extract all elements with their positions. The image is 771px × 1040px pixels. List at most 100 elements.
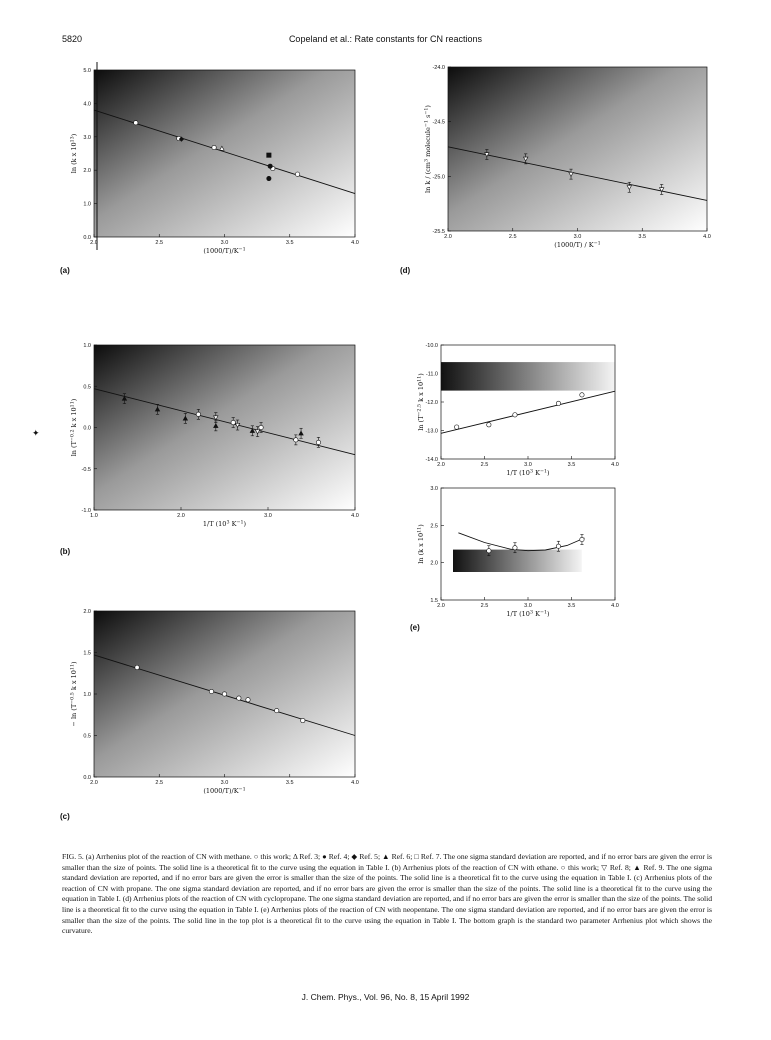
x-tick-label: 3.0 xyxy=(574,234,582,240)
data-point-open-circle xyxy=(134,664,140,670)
plot-area xyxy=(448,67,707,231)
data-point-open-triangle xyxy=(219,145,225,151)
page-number: 5820 xyxy=(62,34,83,44)
plot-area xyxy=(94,70,355,237)
fit-line xyxy=(447,146,708,201)
data-point-open-circle xyxy=(579,392,585,398)
x-tick-label: 2.5 xyxy=(155,780,163,786)
data-point-open-circle xyxy=(512,545,518,551)
data-point-open-inverted-triangle xyxy=(484,152,490,158)
x-tick-label: 3.0 xyxy=(221,780,229,786)
data-point-open-circle xyxy=(211,144,217,150)
y-tick-label: -11.0 xyxy=(426,372,438,378)
data-point-open-circle xyxy=(555,543,561,549)
data-point-open-inverted-triangle xyxy=(658,187,665,193)
chart-d: 2.0 2.5 3.0 3.5 4.0 -25.5 -25.0 -24.5 -24.0 (1000… xyxy=(424,65,711,249)
y-axis-label: − ln (T−0.5 k x 1011) xyxy=(70,661,79,727)
data-point-filled-triangle xyxy=(121,395,128,401)
data-point-open-circle xyxy=(555,400,561,406)
y-tick-label: -25.5 xyxy=(432,229,445,235)
data-point-open-circle xyxy=(133,120,139,126)
x-tick-label: 4.0 xyxy=(703,234,711,240)
y-axis-label: ln (T−0.2 k x 1011) xyxy=(70,398,79,456)
stray-mark: ✦ xyxy=(32,428,40,438)
data-point-open-circle xyxy=(512,412,518,418)
fit-line xyxy=(440,390,616,434)
x-tick-label: 4.0 xyxy=(351,513,359,519)
x-tick-label: 2.5 xyxy=(155,240,163,246)
chart-e1: 2.0 2.5 3.0 3.5 4.0 -14.0 -13.0 -12.0 -11.0 -10.0… xyxy=(417,343,619,477)
x-axis-label: 1/T (103 K−1) xyxy=(506,610,550,619)
data-point-filled-triangle xyxy=(154,406,161,412)
data-point-open-circle xyxy=(258,424,264,430)
panel-label-b: (b) xyxy=(60,547,71,556)
data-point-filled-circle xyxy=(267,163,273,169)
data-point-open-circle xyxy=(245,697,251,703)
x-axis-label: 1/T (103 K−1) xyxy=(203,520,247,529)
x-tick-label: 3.0 xyxy=(221,240,229,246)
chart-b: 1.0 2.0 3.0 4.0 -1.0 -0.5 0.0 0.5 1.0 1/T (103 K−… xyxy=(70,343,359,528)
x-tick-label: 2.0 xyxy=(437,603,445,609)
data-point-filled-diamond xyxy=(178,136,185,142)
panel-label-e: (e) xyxy=(410,623,420,632)
x-tick-label: 2.0 xyxy=(437,462,445,468)
y-tick-label: 0.0 xyxy=(83,775,91,781)
y-tick-label: -10.0 xyxy=(425,343,438,349)
x-axis-label: (1000/T)/K−1 xyxy=(203,787,245,796)
y-tick-label: 0.0 xyxy=(83,235,91,241)
panel-label-c: (c) xyxy=(60,812,70,821)
data-point-open-circle xyxy=(486,422,492,428)
data-point-open-circle xyxy=(486,548,492,554)
x-tick-label: 3.5 xyxy=(286,780,294,786)
y-tick-label: -24.5 xyxy=(432,120,445,126)
figure-caption: FIG. 5. (a) Arrhenius plot of the reacti… xyxy=(62,852,713,936)
data-point-open-circle xyxy=(274,708,280,714)
plot-area xyxy=(94,345,355,510)
x-tick-label: 3.5 xyxy=(568,603,576,609)
x-tick-label: 3.5 xyxy=(638,234,646,240)
y-tick-label: 0.5 xyxy=(83,384,91,390)
data-point-filled-circle xyxy=(266,176,272,182)
chart-c: 2.0 2.5 3.0 3.5 4.0 0.0 0.5 1.0 1.5 2.0 (1000/T)/K… xyxy=(70,609,359,795)
data-point-open-circle xyxy=(195,411,201,417)
data-point-filled-triangle xyxy=(213,423,219,428)
data-point-filled-square xyxy=(266,152,272,158)
data-point-open-inverted-triangle xyxy=(213,415,219,421)
panel-label-a: (a) xyxy=(60,266,70,275)
y-tick-label: 1.5 xyxy=(430,598,438,604)
y-tick-label: -24.0 xyxy=(432,65,445,71)
x-tick-label: 3.0 xyxy=(524,462,532,468)
journal-footer: J. Chem. Phys., Vol. 96, No. 8, 15 April… xyxy=(301,992,470,1002)
x-tick-label: 2.5 xyxy=(509,234,517,240)
data-point-open-inverted-triangle xyxy=(568,172,574,177)
x-tick-label: 3.0 xyxy=(264,513,272,519)
data-point-open-inverted-triangle xyxy=(522,156,529,162)
data-point-open-inverted-triangle xyxy=(234,422,241,428)
data-point-filled-triangle xyxy=(298,430,304,436)
panel-label-d: (d) xyxy=(400,266,411,275)
data-point-open-circle xyxy=(293,437,299,443)
y-axis-label: ln (k x 1013) xyxy=(70,133,79,173)
y-axis-label: ln (k x 1011) xyxy=(417,524,426,564)
x-tick-label: 2.5 xyxy=(481,462,489,468)
y-tick-label: -13.0 xyxy=(425,429,438,435)
data-point-open-circle xyxy=(295,171,301,177)
data-point-open-circle xyxy=(454,424,460,430)
data-point-open-circle xyxy=(230,420,236,426)
x-axis-label: 1/T (103 K−1) xyxy=(506,469,550,478)
y-tick-label: 0.0 xyxy=(83,426,91,432)
data-point-open-inverted-triangle xyxy=(626,185,633,191)
x-tick-label: 2.0 xyxy=(90,240,98,246)
plot-area xyxy=(441,488,615,600)
x-tick-label: 4.0 xyxy=(611,603,619,609)
data-point-open-circle xyxy=(236,695,242,701)
y-tick-label: 1.0 xyxy=(83,692,91,698)
x-tick-label: 3.0 xyxy=(524,603,532,609)
y-tick-label: 5.0 xyxy=(83,68,91,74)
x-tick-label: 2.0 xyxy=(90,780,98,786)
data-point-open-circle xyxy=(579,537,585,543)
x-tick-label: 2.0 xyxy=(444,234,452,240)
fit-curve xyxy=(458,532,585,552)
y-tick-label: 3.0 xyxy=(83,135,91,141)
